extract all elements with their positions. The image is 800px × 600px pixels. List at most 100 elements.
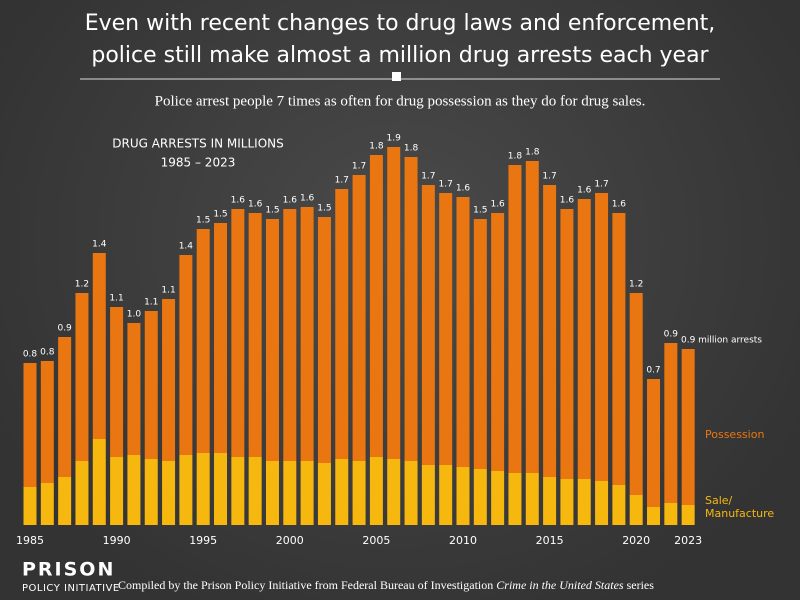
bar-segment	[335, 189, 349, 459]
x-tick-label: 1985	[16, 534, 44, 547]
bar-segment	[317, 217, 331, 463]
total-label: 1.1	[109, 294, 123, 304]
total-label: 1.4	[179, 242, 194, 252]
total-label: 1.6	[612, 200, 627, 210]
bar-segment	[162, 461, 176, 525]
x-tick-label: 2005	[362, 534, 390, 547]
total-label: 1.6	[231, 196, 246, 206]
bar-segment	[664, 503, 678, 525]
total-label: 0.8	[23, 350, 38, 360]
bar-segment	[543, 477, 557, 525]
x-tick-label: 2000	[276, 534, 304, 547]
bar-segment	[40, 361, 54, 483]
bar-segment	[612, 213, 626, 485]
bar-segment	[595, 193, 609, 481]
bar-segment	[421, 465, 435, 525]
bar-segment	[612, 485, 626, 525]
total-label: 0.7	[646, 366, 660, 376]
bar-segment	[681, 505, 695, 525]
bar-segment	[144, 311, 158, 459]
bar-segment	[23, 363, 37, 487]
bar-segment	[231, 457, 245, 525]
x-tick-label: 2015	[536, 534, 564, 547]
icon	[392, 72, 401, 81]
x-tick-label: 1990	[103, 534, 131, 547]
total-label: 1.6	[300, 194, 315, 204]
bar-segment	[92, 253, 106, 439]
total-label: 0.8	[40, 348, 55, 358]
annotation: million arrests	[698, 336, 762, 346]
bar-segment	[40, 483, 54, 525]
bar-segment	[179, 255, 193, 455]
total-label: 1.2	[75, 280, 89, 290]
x-tick-label: 2023	[674, 534, 702, 547]
title: Even with recent changes to drug laws an…	[85, 11, 716, 36]
total-label: 1.8	[525, 148, 540, 158]
source-text: Compiled by the Prison Policy Initiative…	[118, 578, 496, 592]
total-label: 1.6	[456, 184, 471, 194]
bar-segment	[75, 461, 89, 525]
bar-segment	[248, 213, 262, 457]
total-label: 1.8	[508, 152, 523, 162]
bar-segment	[144, 459, 158, 525]
bar-segment	[387, 147, 401, 459]
total-label: 1.7	[421, 172, 435, 182]
bar-segment	[58, 337, 72, 477]
bar-segment	[595, 481, 609, 525]
bar-segment	[283, 209, 297, 461]
bar-segment	[352, 175, 366, 461]
bar-segment	[110, 307, 124, 457]
bar-segment	[404, 157, 418, 461]
total-label: 1.6	[577, 186, 592, 196]
bar-segment	[404, 461, 418, 525]
total-label: 0.9	[681, 336, 696, 346]
bar-segment	[664, 343, 678, 503]
x-tick-label: 2020	[622, 534, 650, 547]
bar-segment	[265, 461, 279, 525]
total-label: 1.1	[144, 298, 158, 308]
total-label: 1.7	[542, 172, 556, 182]
total-label: 1.5	[473, 206, 487, 216]
bar-segment	[127, 455, 141, 525]
bar-segment	[75, 293, 89, 461]
total-label: 1.6	[490, 200, 505, 210]
bar-segment	[647, 379, 661, 507]
bar-segment	[300, 461, 314, 525]
bar-segment	[127, 323, 141, 455]
bar-segment	[629, 293, 643, 495]
bar-segment	[162, 299, 176, 461]
bar-segment	[214, 223, 228, 453]
total-label: 1.5	[196, 216, 210, 226]
bar-segment	[629, 495, 643, 525]
bar-segment	[456, 467, 470, 525]
total-label: 1.8	[369, 142, 384, 152]
total-label: 1.7	[594, 180, 608, 190]
bar-segment	[300, 207, 314, 461]
chart-subtitle: 1985 – 2023	[161, 156, 236, 170]
x-tick-label: 2010	[449, 534, 477, 547]
bar-segment	[369, 155, 383, 457]
logo: POLICY INITIATIVE	[22, 583, 120, 594]
total-label: 1.9	[387, 134, 402, 144]
bar-segment	[369, 457, 383, 525]
bar-segment	[283, 461, 297, 525]
source: Compiled by the Prison Policy Initiative…	[118, 578, 654, 592]
bar-segment	[543, 185, 557, 477]
bar-segment	[110, 457, 124, 525]
bar-segment	[58, 477, 72, 525]
total-label: 1.6	[283, 196, 298, 206]
bar-segment	[439, 193, 453, 465]
bar-segment	[473, 469, 487, 525]
bar-segment	[491, 213, 505, 471]
bar-segment	[231, 209, 245, 457]
title: police still make almost a million drug …	[91, 43, 709, 68]
total-label: 0.9	[664, 330, 679, 340]
source-text: Crime in the United States	[496, 578, 624, 592]
bar-segment	[647, 507, 661, 525]
legend-label: Possession	[705, 428, 765, 441]
bar-segment	[508, 473, 522, 525]
bar-segment	[352, 461, 366, 525]
bar-segment	[265, 219, 279, 461]
total-label: 1.8	[404, 144, 419, 154]
